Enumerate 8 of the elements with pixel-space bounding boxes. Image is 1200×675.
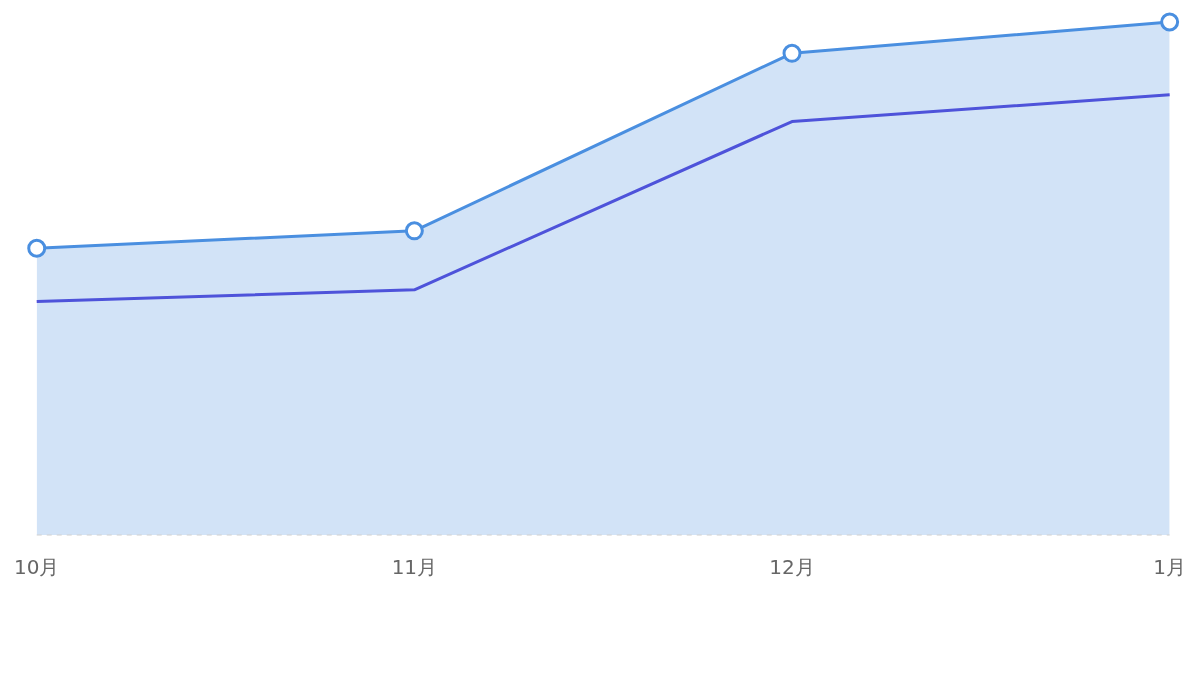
- point: [782, 43, 802, 63]
- x-tick-label: 11月: [391, 555, 438, 580]
- point: [404, 221, 424, 241]
- point: [27, 238, 47, 258]
- point: [1160, 12, 1180, 32]
- x-tick-label: 1月: [1153, 555, 1186, 580]
- x-tick-label: 10月: [14, 555, 60, 580]
- x-tick-label: 12月: [769, 555, 815, 580]
